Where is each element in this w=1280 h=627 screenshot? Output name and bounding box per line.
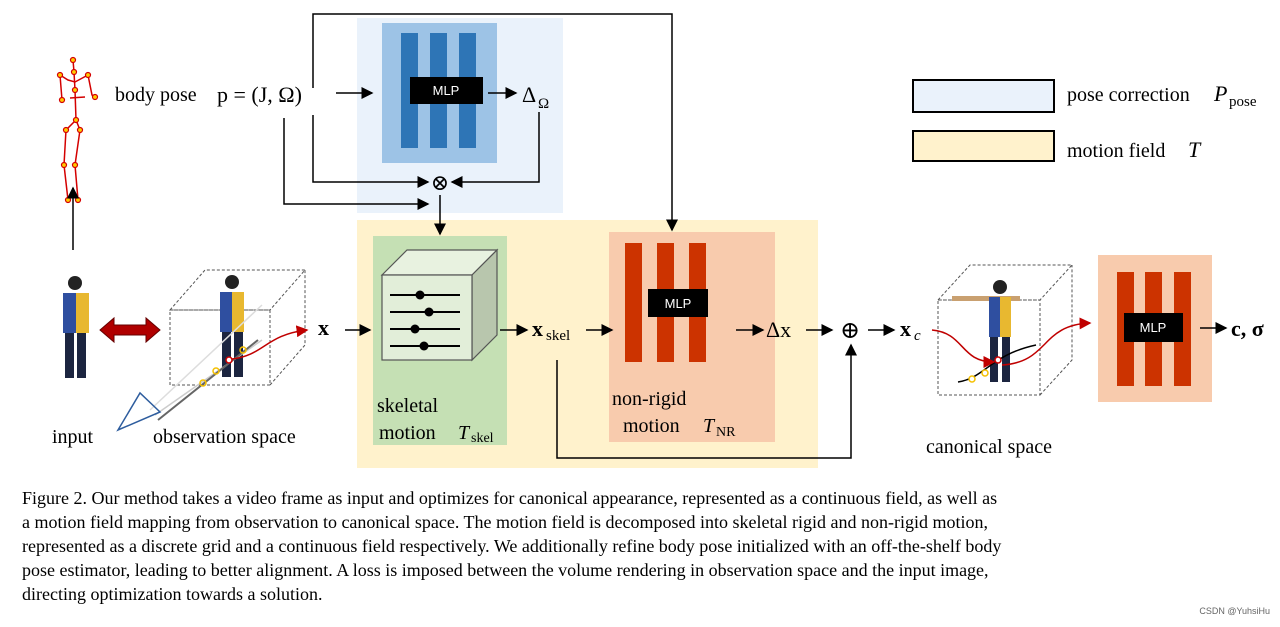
input-label: input [52, 426, 94, 448]
x-skel-symbol: x [532, 316, 543, 341]
skip-connector [556, 343, 857, 459]
delta-omega-subscript: Ω [538, 96, 549, 112]
delta-omega-symbol: Δ [522, 82, 536, 107]
skeletal-motion-module: skeletal motion T skel [373, 236, 507, 446]
legend: pose correction P pose motion field T [912, 79, 1257, 162]
x-skel-subscript: skel [546, 328, 570, 344]
legend-swatch-motion-field [912, 130, 1055, 162]
body-pose-label: body pose [115, 84, 197, 106]
pose-correction-module: MLP [357, 18, 563, 213]
t-nr-subscript: NR [716, 425, 736, 440]
camera-icon [116, 391, 162, 432]
canonical-person-image [931, 280, 1092, 383]
skeletal-motion-label: motion [379, 422, 436, 444]
legend-label-motion-field: motion field [1067, 140, 1165, 162]
non-rigid-label: non-rigid [612, 388, 686, 410]
x-c-subscript: c [914, 328, 921, 344]
non-rigid-motion-module: MLP non-rigid motion T NR [609, 232, 775, 442]
mlp-label: MLP [1140, 320, 1167, 335]
legend-symbol-t: T [1188, 137, 1202, 162]
figure-caption: Figure 2. Our method takes a video frame… [22, 486, 1267, 606]
mlp-label: MLP [665, 296, 692, 311]
input-person-image [63, 276, 89, 378]
skeleton-joints [56, 56, 99, 204]
caption-line: directing optimization towards a solutio… [22, 584, 323, 604]
caption-line: a motion field mapping from observation … [22, 512, 988, 532]
pose-connectors [283, 13, 678, 236]
legend-symbol-pose-subscript: pose [1229, 94, 1257, 110]
observation-space-label: observation space [153, 426, 296, 448]
output-symbol: c, σ [1231, 316, 1264, 341]
method-diagram: MLP skeletal motion T skel MLP non-rigid… [52, 13, 1264, 468]
t-skel-subscript: skel [471, 431, 494, 446]
legend-swatch-pose-correction [912, 79, 1055, 113]
non-rigid-motion-label: motion [623, 415, 680, 437]
canonical-space-label: canonical space [926, 436, 1052, 458]
caption-line: pose estimator, leading to better alignm… [22, 560, 989, 580]
canonical-mlp-module: MLP [1098, 255, 1212, 402]
multiply-operator-icon: ⊗ [431, 170, 449, 195]
watermark: CSDN @YuhsiHu [1199, 606, 1270, 616]
legend-symbol-pose: P [1213, 81, 1227, 106]
x-symbol: x [318, 315, 329, 340]
grid-cube-icon [380, 248, 499, 362]
delta-x-symbol: Δx [766, 317, 791, 342]
add-operator-icon: ⊕ [840, 318, 860, 344]
pose-equation: p = (J, Ω) [217, 82, 302, 107]
legend-label-pose-correction: pose correction [1067, 84, 1190, 106]
camera-rays [149, 304, 309, 421]
mlp-label: MLP [433, 83, 460, 98]
double-arrow-icon [99, 316, 161, 344]
skeletal-label: skeletal [377, 395, 439, 417]
t-skel-symbol: T [458, 422, 471, 444]
x-c-symbol: x [900, 316, 911, 341]
t-nr-symbol: T [703, 415, 716, 437]
caption-line: Figure 2. Our method takes a video frame… [22, 488, 998, 508]
caption-line: represented as a discrete grid and a con… [22, 536, 1002, 556]
